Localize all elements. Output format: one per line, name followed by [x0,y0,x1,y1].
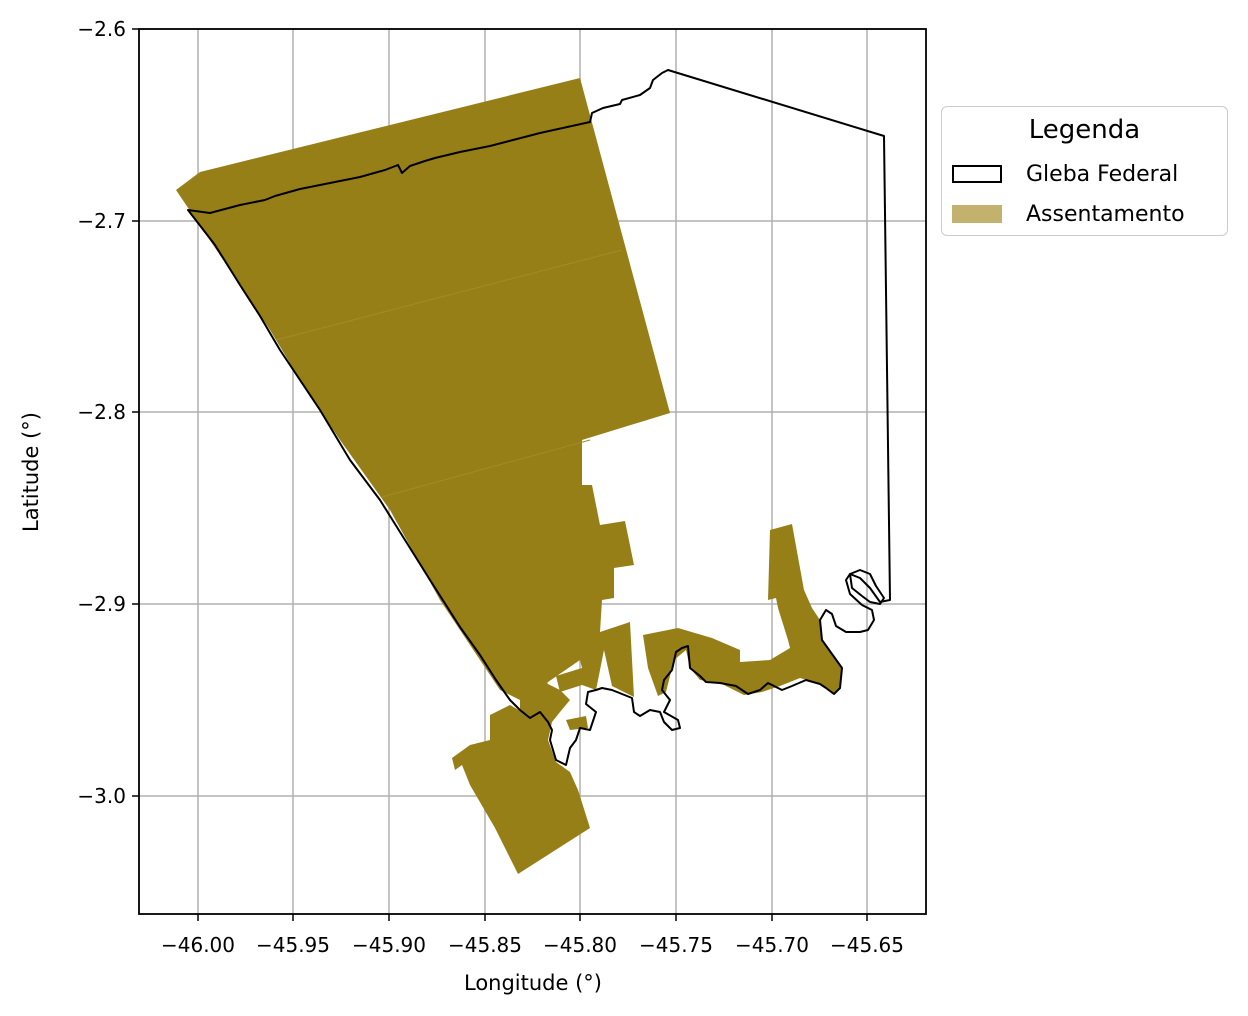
legend-label: Gleba Federal [1026,161,1179,187]
x-tick-label: −45.65 [830,933,904,957]
assentamento-divisions [275,249,623,498]
assentamento-south-block [452,680,590,874]
x-tick-label: −45.80 [543,933,617,957]
assentamento-east-strip [643,524,842,696]
axes-frame [138,28,927,915]
y-ticks [132,28,139,797]
legend-item-assentamento: Assentamento [952,199,1185,229]
legend: Legenda Gleba Federal Assentamento [941,106,1228,236]
y-tick-label: −2.6 [77,17,126,41]
y-tick-label: −3.0 [77,784,126,808]
gleba-federal-island [849,569,885,605]
legend-title: Legenda [1028,115,1141,145]
x-tick-label: −46.00 [161,933,235,957]
assentamento-main-polygon [176,78,670,720]
x-ticks [197,914,868,921]
x-tick-labels: −46.00 −45.95 −45.90 −45.85 −45.80 −45.7… [161,933,904,957]
legend-item-gleba-federal: Gleba Federal [952,159,1178,189]
assentamento-south-patch [566,716,588,730]
legend-swatch-fill-icon [952,205,1002,223]
x-tick-label: −45.70 [735,933,809,957]
y-tick-label: −2.9 [77,592,126,616]
x-tick-label: −45.95 [256,933,330,957]
assentamento-layer [176,78,842,874]
x-tick-label: −45.85 [448,933,522,957]
gleba-federal-outline [187,69,891,766]
y-tick-labels: −2.6 −2.7 −2.8 −2.9 −3.0 [77,17,126,808]
legend-label: Assentamento [1026,201,1185,227]
x-tick-label: −45.75 [639,933,713,957]
gleba-federal-layer [187,69,891,766]
division-line-1 [275,249,623,341]
y-tick-label: −2.8 [77,400,126,424]
y-axis-title: Latitude (°) [19,412,43,532]
x-axis-title: Longitude (°) [464,971,602,995]
y-tick-label: −2.7 [77,209,126,233]
division-line-2 [381,439,591,498]
x-tick-label: −45.90 [352,933,426,957]
legend-swatch-outline-icon [952,165,1002,183]
